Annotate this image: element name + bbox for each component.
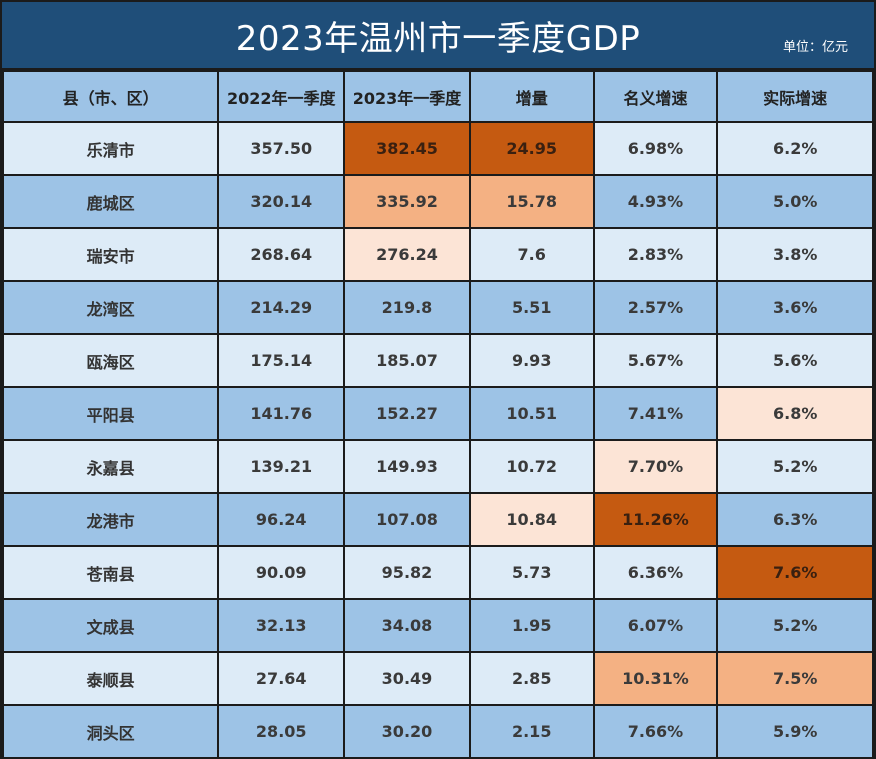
real-growth-cell: 6.8% xyxy=(716,386,874,441)
increase-cell: 5.73 xyxy=(468,545,595,600)
gdp-2022-cell: 175.14 xyxy=(217,333,346,388)
region-name-cell: 泰顺县 xyxy=(1,651,220,706)
region-name-cell: 龙港市 xyxy=(1,492,220,547)
header-row: 县（市、区） 2022年一季度 2023年一季度 增量 名义增速 实际增速 xyxy=(1,70,874,123)
table-row: 瑞安市 268.64 276.24 7.6 2.83% 3.8% xyxy=(1,227,874,282)
table-row: 平阳县 141.76 152.27 10.51 7.41% 6.8% xyxy=(1,386,874,441)
region-name-cell: 瑞安市 xyxy=(1,227,220,282)
gdp-2023-cell: 30.20 xyxy=(343,704,471,759)
gdp-2023-cell: 185.07 xyxy=(343,333,471,388)
region-name-cell: 平阳县 xyxy=(1,386,220,441)
nominal-growth-cell: 6.07% xyxy=(592,598,719,653)
region-name-cell: 文成县 xyxy=(1,598,220,653)
gdp-2023-cell: 30.49 xyxy=(343,651,471,706)
table-row: 苍南县 90.09 95.82 5.73 6.36% 7.6% xyxy=(1,545,874,600)
gdp-table: 县（市、区） 2022年一季度 2023年一季度 增量 名义增速 实际增速 乐清… xyxy=(1,70,874,759)
increase-cell: 15.78 xyxy=(468,174,595,229)
gdp-2022-cell: 357.50 xyxy=(217,121,346,176)
increase-cell: 2.15 xyxy=(468,704,595,759)
gdp-2023-cell: 219.8 xyxy=(343,280,471,335)
nominal-growth-cell: 10.31% xyxy=(592,651,719,706)
nominal-growth-cell: 4.93% xyxy=(592,174,719,229)
real-growth-cell: 5.2% xyxy=(716,439,874,494)
unit-label: 单位：亿元 xyxy=(782,40,848,55)
real-growth-cell: 3.8% xyxy=(716,227,874,282)
column-header-real-growth: 实际增速 xyxy=(716,70,874,123)
increase-cell: 24.95 xyxy=(468,121,595,176)
real-growth-cell: 5.6% xyxy=(716,333,874,388)
increase-cell: 7.6 xyxy=(468,227,595,282)
gdp-2023-cell: 276.24 xyxy=(343,227,471,282)
column-header-2022q1: 2022年一季度 xyxy=(217,70,346,123)
column-header-increase: 增量 xyxy=(468,70,595,123)
gdp-2022-cell: 268.64 xyxy=(217,227,346,282)
table-row: 文成县 32.13 34.08 1.95 6.07% 5.2% xyxy=(1,598,874,653)
title-bar: 2023年温州市一季度GDP 单位：亿元 xyxy=(2,2,874,68)
nominal-growth-cell: 7.70% xyxy=(592,439,719,494)
real-growth-cell: 6.3% xyxy=(716,492,874,547)
real-growth-cell: 5.2% xyxy=(716,598,874,653)
column-header-nominal-growth: 名义增速 xyxy=(592,70,719,123)
region-name-cell: 洞头区 xyxy=(1,704,220,759)
gdp-2022-cell: 214.29 xyxy=(217,280,346,335)
gdp-2023-cell: 382.45 xyxy=(343,121,471,176)
gdp-2023-cell: 335.92 xyxy=(343,174,471,229)
gdp-2022-cell: 90.09 xyxy=(217,545,346,600)
table-row: 瓯海区 175.14 185.07 9.93 5.67% 5.6% xyxy=(1,333,874,388)
table-body: 乐清市 357.50 382.45 24.95 6.98% 6.2% 鹿城区 320.14 33… xyxy=(1,121,874,759)
real-growth-cell: 6.2% xyxy=(716,121,874,176)
table-row: 泰顺县 27.64 30.49 2.85 10.31% 7.5% xyxy=(1,651,874,706)
increase-cell: 1.95 xyxy=(468,598,595,653)
nominal-growth-cell: 11.26% xyxy=(592,492,719,547)
nominal-growth-cell: 7.41% xyxy=(592,386,719,441)
nominal-growth-cell: 2.57% xyxy=(592,280,719,335)
real-growth-cell: 5.0% xyxy=(716,174,874,229)
increase-cell: 5.51 xyxy=(468,280,595,335)
increase-cell: 10.72 xyxy=(468,439,595,494)
table-row: 永嘉县 139.21 149.93 10.72 7.70% 5.2% xyxy=(1,439,874,494)
table-row: 乐清市 357.50 382.45 24.95 6.98% 6.2% xyxy=(1,121,874,176)
increase-cell: 10.51 xyxy=(468,386,595,441)
table-row: 龙湾区 214.29 219.8 5.51 2.57% 3.6% xyxy=(1,280,874,335)
gdp-2022-cell: 320.14 xyxy=(217,174,346,229)
nominal-growth-cell: 6.36% xyxy=(592,545,719,600)
gdp-2023-cell: 107.08 xyxy=(343,492,471,547)
table-row: 鹿城区 320.14 335.92 15.78 4.93% 5.0% xyxy=(1,174,874,229)
column-header-2023q1: 2023年一季度 xyxy=(343,70,471,123)
gdp-2023-cell: 149.93 xyxy=(343,439,471,494)
real-growth-cell: 5.9% xyxy=(716,704,874,759)
gdp-2022-cell: 141.76 xyxy=(217,386,346,441)
real-growth-cell: 7.5% xyxy=(716,651,874,706)
region-name-cell: 苍南县 xyxy=(1,545,220,600)
gdp-2022-cell: 28.05 xyxy=(217,704,346,759)
nominal-growth-cell: 5.67% xyxy=(592,333,719,388)
nominal-growth-cell: 7.66% xyxy=(592,704,719,759)
table-row: 洞头区 28.05 30.20 2.15 7.66% 5.9% xyxy=(1,704,874,759)
increase-cell: 9.93 xyxy=(468,333,595,388)
gdp-2022-cell: 96.24 xyxy=(217,492,346,547)
real-growth-cell: 3.6% xyxy=(716,280,874,335)
column-header-region: 县（市、区） xyxy=(1,70,220,123)
region-name-cell: 瓯海区 xyxy=(1,333,220,388)
real-growth-cell: 7.6% xyxy=(716,545,874,600)
gdp-2022-cell: 139.21 xyxy=(217,439,346,494)
nominal-growth-cell: 2.83% xyxy=(592,227,719,282)
region-name-cell: 永嘉县 xyxy=(1,439,220,494)
region-name-cell: 龙湾区 xyxy=(1,280,220,335)
increase-cell: 10.84 xyxy=(468,492,595,547)
gdp-2023-cell: 152.27 xyxy=(343,386,471,441)
gdp-2022-cell: 27.64 xyxy=(217,651,346,706)
gdp-2023-cell: 34.08 xyxy=(343,598,471,653)
increase-cell: 2.85 xyxy=(468,651,595,706)
gdp-2022-cell: 32.13 xyxy=(217,598,346,653)
table-row: 龙港市 96.24 107.08 10.84 11.26% 6.3% xyxy=(1,492,874,547)
nominal-growth-cell: 6.98% xyxy=(592,121,719,176)
region-name-cell: 乐清市 xyxy=(1,121,220,176)
gdp-2023-cell: 95.82 xyxy=(343,545,471,600)
region-name-cell: 鹿城区 xyxy=(1,174,220,229)
table-title: 2023年温州市一季度GDP xyxy=(235,18,641,59)
